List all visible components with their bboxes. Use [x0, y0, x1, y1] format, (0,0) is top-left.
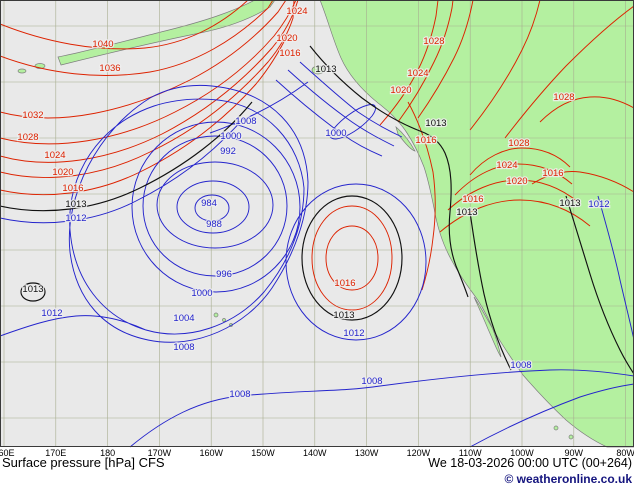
island-hawaii: [213, 312, 219, 318]
isobar-label: 1013: [315, 64, 336, 75]
isobar-label: 1024: [407, 68, 428, 79]
isobar-label: 996: [216, 269, 232, 280]
isobar-blue-lines: [0, 61, 634, 448]
isobar-label: 1016: [62, 183, 83, 194]
isobar-label: 1036: [99, 63, 120, 74]
isobar-label: 1008: [361, 376, 382, 387]
isobar-label: 1040: [92, 39, 113, 50]
isobar-label: 1012: [41, 308, 62, 319]
isobar-label: 1028: [423, 36, 444, 47]
isobar-label: 984: [201, 198, 217, 209]
longitude-label: 130W: [355, 448, 379, 458]
isobar-label: 988: [206, 219, 222, 230]
longitude-label: 110W: [459, 448, 482, 458]
isobar-label: 1013: [333, 310, 354, 321]
longitude-label: 160W: [199, 448, 223, 458]
isobar-label: 1016: [415, 135, 436, 146]
longitude-label: 80W: [616, 448, 634, 458]
longitude-label: 170E: [45, 448, 66, 458]
graticule: [0, 0, 634, 447]
isobar-label: 1028: [553, 92, 574, 103]
isobar-labels: 1040 1036 1032 1028 1024 1020 1016 1024 1020 1016…: [16, 5, 611, 402]
isobars-1013: [0, 45, 634, 375]
longitude-label: 140W: [303, 448, 327, 458]
copyright: © weatheronline.co.uk: [504, 472, 632, 486]
longitude-axis: 160E 170E 180 170W 160W 150W 140W 130W 120W 110W 1…: [0, 448, 634, 458]
isobar-label: 1012: [343, 328, 364, 339]
longitude-label: 150W: [251, 448, 275, 458]
isobar-label: 1004: [173, 313, 194, 324]
longitude-label: 170W: [148, 448, 172, 458]
landmass-north-america: [319, 0, 634, 448]
longitude-label: 90W: [565, 448, 584, 458]
isobar-label: 992: [220, 146, 236, 157]
isobar-label: 1028: [508, 138, 529, 149]
isobar-label: 1012: [65, 213, 86, 224]
island: [17, 68, 27, 74]
isobar-label: 1028: [17, 132, 38, 143]
isobar-label: 1000: [325, 128, 346, 139]
isobar-label: 1020: [506, 176, 527, 187]
isobar-label: 1020: [52, 167, 73, 178]
isobar-label: 1016: [542, 168, 563, 179]
isobar-label: 1024: [44, 150, 65, 161]
isobar-label: 1000: [220, 131, 241, 142]
island: [553, 425, 559, 431]
isobar-label: 1020: [276, 33, 297, 44]
isobar-label: 1016: [462, 194, 483, 205]
isobar-label: 1008: [235, 116, 256, 127]
isobar-label: 1016: [334, 278, 355, 289]
isobar-label: 1013: [425, 118, 446, 129]
isobar-label: 1012: [588, 199, 609, 210]
timestamp: We 18-03-2026 00:00 UTC (00+264): [428, 456, 632, 470]
isobar-black-lines: [0, 45, 634, 375]
longitude-label: 180: [100, 448, 115, 458]
longitude-label: 120W: [407, 448, 431, 458]
isobar-label: 1013: [559, 198, 580, 209]
island: [568, 434, 574, 440]
isobar-label: 1024: [496, 160, 517, 171]
isobar-label: 1016: [279, 48, 300, 59]
isobar-label: 1000: [191, 288, 212, 299]
isobar-label: 1008: [510, 360, 531, 371]
isobars-high: [0, 0, 634, 311]
isobar-label: 1032: [22, 110, 43, 121]
longitude-label: 100W: [510, 448, 534, 458]
isobar-label: 1013: [65, 199, 86, 210]
isobar-label: 1008: [173, 342, 194, 353]
isobar-label: 1020: [390, 85, 411, 96]
island-vancouver: [395, 125, 416, 152]
island-hawaii: [222, 318, 226, 322]
isobar-label: 1024: [286, 6, 307, 17]
isobar-red-lines: [0, 0, 634, 311]
isobar-label: 1013: [456, 207, 477, 218]
map-title: Surface pressure [hPa] CFS: [2, 455, 165, 470]
longitude-label: 160E: [0, 448, 15, 458]
isobar-label: 1013: [22, 284, 43, 295]
isobars-low: [0, 61, 634, 448]
isobar-label: 1008: [229, 389, 250, 400]
